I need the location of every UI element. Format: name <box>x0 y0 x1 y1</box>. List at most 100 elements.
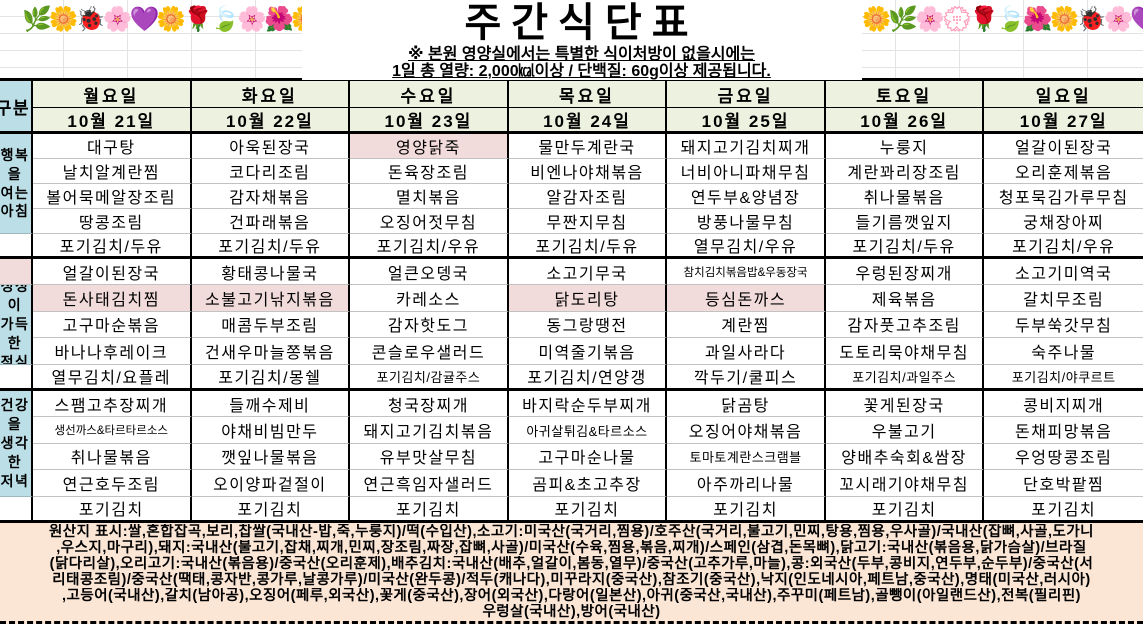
menu-cell: 등심돈까스 <box>667 285 826 312</box>
menu-cell: 코다리조림 <box>191 159 351 184</box>
menu-cell: 감자핫도그 <box>350 311 509 339</box>
menu-cell: 바지락순두부찌개 <box>508 390 668 418</box>
date-header: 10월 21일 <box>33 108 192 134</box>
menu-cell: 숙주나물 <box>984 338 1143 365</box>
origin-footer-line: ,고등어(국내산),갈치(남아공),오징어(페루,외국산),꽃게(중국산),장어… <box>62 588 1081 604</box>
menu-cell: 황태콩나물국 <box>191 259 351 286</box>
menu-cell: 소고기무국 <box>508 259 668 286</box>
menu-cell: 무짠지무침 <box>508 209 668 234</box>
menu-cell: 포기김치/두유 <box>33 234 192 259</box>
menu-cell: 깍두기/쿨피스 <box>667 364 826 391</box>
menu-cell: 알감자조림 <box>508 184 668 209</box>
menu-cell: 건파래볶음 <box>191 209 351 234</box>
menu-cell: 곰피&초고추장 <box>508 470 668 497</box>
menu-cell: 참치김치볶음밥&우동장국 <box>667 259 826 286</box>
day-header: 월요일 <box>33 81 192 108</box>
menu-cell: 들깨수제비 <box>191 390 351 418</box>
day-header: 일요일 <box>984 81 1143 108</box>
menu-cell: 아욱된장국 <box>191 134 351 159</box>
menu-cell: 너비아니파채무침 <box>667 159 826 184</box>
menu-cell: 오이양파겉절이 <box>191 470 351 497</box>
menu-cell: 궁채장아찌 <box>984 209 1143 234</box>
menu-cell: 꼬시래기야채무침 <box>825 470 985 497</box>
menu-cell: 포기김치 <box>984 496 1143 523</box>
origin-footer: 원산지 표시:쌀,혼합잡곡,보리,찹쌀(국내산-밥,죽,누룽지)/떡(수입산),… <box>0 523 1143 629</box>
menu-cell: 포기김치/우유 <box>984 234 1143 259</box>
group-label-spacer <box>0 364 33 391</box>
day-header: 토요일 <box>825 81 985 108</box>
menu-cell: 들기름깻잎지 <box>825 209 985 234</box>
flower-garland-left-icon: 🌿🌼🐞🌸💜🌼🌹🍃🌸🌺🌼💐🌸🌼🍃 <box>22 6 302 33</box>
menu-cell: 포기김치/야쿠르트 <box>984 364 1143 391</box>
day-header: 화요일 <box>191 81 351 108</box>
menu-cell: 포기김치 <box>33 496 192 523</box>
menu-cell: 돈채피망볶음 <box>984 417 1143 444</box>
menu-cell: 멸치볶음 <box>350 184 509 209</box>
origin-footer-line: 원산지 표시:쌀,혼합잡곡,보리,찹쌀(국내산-밥,죽,누룽지)/떡(수입산),… <box>48 524 1095 540</box>
menu-cell: 포기김치/두유 <box>191 234 351 259</box>
menu-cell: 열무김치/우유 <box>667 234 826 259</box>
menu-cell: 토마토계란스크램블 <box>667 443 826 471</box>
menu-cell: 연두부&양념장 <box>667 184 826 209</box>
title-block: 주간식단표 ※ 본원 영양실에서는 특별한 식이처방이 없을시에는 1일 총 열… <box>301 0 862 80</box>
menu-cell: 포기김치/감귤주스 <box>350 364 509 391</box>
menu-cell: 감자채볶음 <box>191 184 351 209</box>
menu-cell: 대구탕 <box>33 134 192 159</box>
meal-group-label: 정성이 가득한 점심 <box>0 285 33 365</box>
menu-cell: 포기김치/두유 <box>825 234 985 259</box>
corner-label: 구분 <box>0 81 33 134</box>
group-label-spacer <box>0 259 33 286</box>
menu-cell: 누룽지 <box>825 134 985 159</box>
menu-cell: 계란찜 <box>667 311 826 339</box>
note-line-2: 1일 총 열량: 2,000㎉이상 / 단백질: 60g이상 제공됩니다. <box>392 63 771 80</box>
menu-cell: 볼어묵메알장조림 <box>33 184 192 209</box>
top-banner: 🌿🌼🐞🌸💜🌼🌹🍃🌸🌺🌼💐🌸🌼🍃 주간식단표 ※ 본원 영양실에서는 특별한 식이… <box>0 0 1143 80</box>
day-header: 금요일 <box>667 81 826 108</box>
footer-bottom-strip <box>0 624 1143 629</box>
menu-cell: 돼지고기김치찌개 <box>667 134 826 159</box>
menu-cell: 콩비지찌개 <box>984 390 1143 418</box>
date-header: 10월 24일 <box>508 108 668 134</box>
menu-cell: 갈치무조림 <box>984 285 1143 312</box>
menu-cell: 두부쑥갓무침 <box>984 311 1143 339</box>
menu-cell: 닭곰탕 <box>667 390 826 418</box>
menu-cell: 포기김치/두유 <box>508 234 668 259</box>
day-header: 목요일 <box>508 81 668 108</box>
meal-group-label: 행복을 여는 아침 <box>0 134 33 234</box>
menu-cell: 얼큰오뎅국 <box>350 259 509 286</box>
date-header: 10월 23일 <box>350 108 509 134</box>
menu-cell: 날치알계란찜 <box>33 159 192 184</box>
menu-cell: 양배추숙회&쌈장 <box>825 443 985 471</box>
menu-cell: 스팸고추장찌개 <box>33 390 192 418</box>
menu-cell: 제육볶음 <box>825 285 985 312</box>
date-header: 10월 22일 <box>191 108 351 134</box>
menu-cell: 바나나후레이크 <box>33 338 192 365</box>
menu-cell: 과일사라다 <box>667 338 826 365</box>
menu-cell: 감자풋고추조림 <box>825 311 985 339</box>
menu-cell: 아귀살튀김&타르소스 <box>508 417 668 444</box>
menu-cell: 닭도리탕 <box>508 285 668 312</box>
group-label-spacer <box>0 496 33 523</box>
menu-cell: 포기김치/과일주스 <box>825 364 985 391</box>
menu-cell: 오징어젓무침 <box>350 209 509 234</box>
menu-cell: 포기김치 <box>508 496 668 523</box>
menu-cell: 건새우마늘쫑볶음 <box>191 338 351 365</box>
menu-cell: 아주까리나물 <box>667 470 826 497</box>
menu-cell: 야채비빔만두 <box>191 417 351 444</box>
page-title: 주간식단표 <box>464 1 699 45</box>
menu-cell: 단호박팥찜 <box>984 470 1143 497</box>
menu-cell: 포기김치 <box>667 496 826 523</box>
menu-cell: 소불고기낚지볶음 <box>191 285 351 312</box>
menu-cell: 계란꽈리장조림 <box>825 159 985 184</box>
note-line-1: ※ 본원 영양실에서는 특별한 식이처방이 없을시에는 <box>408 46 755 63</box>
menu-cell: 깻잎나물볶음 <box>191 443 351 471</box>
menu-cell: 비엔나야채볶음 <box>508 159 668 184</box>
date-header: 10월 27일 <box>984 108 1143 134</box>
menu-cell: 땅콩조림 <box>33 209 192 234</box>
menu-cell: 방풍나물무침 <box>667 209 826 234</box>
menu-cell: 고구마순나물 <box>508 443 668 471</box>
menu-cell: 돈사태김치찜 <box>33 285 192 312</box>
menu-cell: 돼지고기김치볶음 <box>350 417 509 444</box>
origin-footer-line: 리태콩조림)/중국산(땍태,콩자반,콩가루,날콩가루)/미국산(완두콩)/적두(… <box>52 572 1091 588</box>
